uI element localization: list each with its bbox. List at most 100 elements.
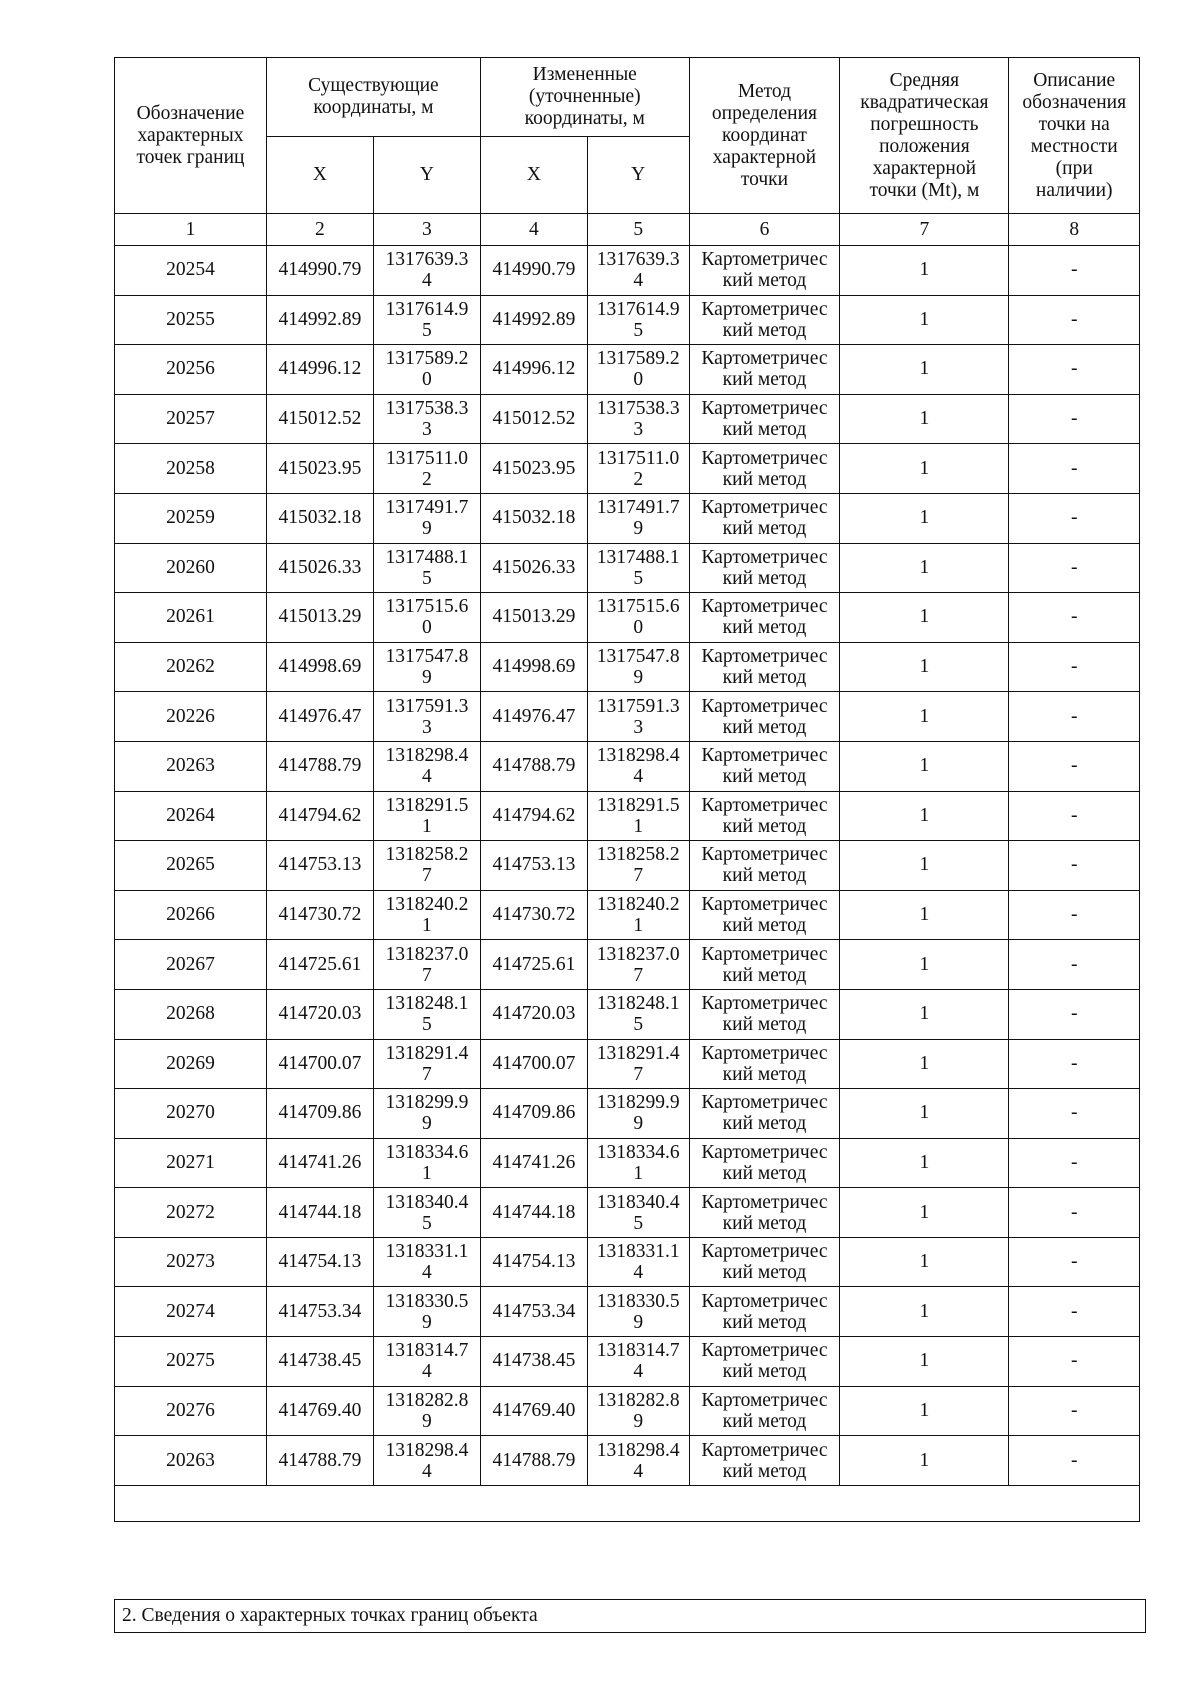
cell-description: - (1008, 1088, 1140, 1139)
cell-mean-error: 1 (839, 1187, 1010, 1238)
cell-method: Картометричес кий метод (688, 492, 841, 544)
cell-description: - (1008, 641, 1140, 693)
cell-existing-x: 415026.33 (265, 542, 374, 594)
cell-changed-x: 415023.95 (479, 443, 588, 494)
table-row: 20268 414720.03 1318248.1 5 414720.03 131824… (114, 988, 1140, 1040)
cell-description: - (1008, 294, 1140, 346)
cell-method: Картометричес кий метод (688, 641, 841, 693)
cell-point-id: 20265 (114, 840, 267, 891)
cell-changed-y: 1318248.1 5 (586, 988, 690, 1040)
table-row: 20265 414753.13 1318258.2 7 414753.13 131825… (114, 840, 1140, 891)
cell-mean-error: 1 (839, 1038, 1010, 1090)
cell-mean-error: 1 (839, 889, 1010, 941)
cell-method: Картометричес кий метод (688, 1038, 841, 1090)
header-mean-error: Средняя квадратическая погрешность полож… (839, 57, 1010, 214)
table-row: 20254 414990.79 1317639.3 4 414990.79 131763… (114, 245, 1140, 296)
cell-existing-x: 414788.79 (265, 1435, 374, 1486)
cell-description: - (1008, 393, 1140, 445)
header-changed-x: X (479, 136, 588, 214)
cell-changed-x: 414709.86 (479, 1088, 588, 1139)
cell-method: Картометричес кий метод (688, 1137, 841, 1189)
header-existing-x: X (265, 136, 374, 214)
cell-changed-y: 1318298.4 4 (586, 1435, 690, 1486)
cell-description: - (1008, 988, 1140, 1040)
cell-changed-x: 414788.79 (479, 1435, 588, 1486)
boundary-points-table: Обозначение характерных точек границ Сущ… (114, 57, 1140, 1522)
cell-existing-x: 414976.47 (265, 691, 374, 742)
cell-mean-error: 1 (839, 840, 1010, 891)
cell-point-id: 20271 (114, 1137, 267, 1189)
cell-mean-error: 1 (839, 939, 1010, 990)
cell-existing-y: 1318248.1 5 (372, 988, 481, 1040)
table-row: 20257 415012.52 1317538.3 3 415012.52 131753… (114, 393, 1140, 445)
cell-existing-y: 1317515.6 0 (372, 592, 481, 643)
empty-row (114, 1484, 1140, 1522)
cell-changed-y: 1318299.9 9 (586, 1088, 690, 1139)
cell-changed-y: 1318291.5 1 (586, 790, 690, 842)
cell-method: Картометричес кий метод (688, 1187, 841, 1238)
cell-mean-error: 1 (839, 1137, 1010, 1189)
cell-changed-x: 414725.61 (479, 939, 588, 990)
header-point-designation: Обозначение характерных точек границ (114, 57, 267, 214)
cell-changed-y: 1317591.3 3 (586, 691, 690, 742)
table-row: 20260 415026.33 1317488.1 5 415026.33 131748… (114, 542, 1140, 594)
cell-changed-x: 414753.13 (479, 840, 588, 891)
cell-method: Картометричес кий метод (688, 1236, 841, 1288)
cell-existing-x: 414753.13 (265, 840, 374, 891)
cell-changed-x: 414990.79 (479, 245, 588, 296)
cell-existing-y: 1318291.5 1 (372, 790, 481, 842)
cell-method: Картометричес кий метод (688, 790, 841, 842)
cell-mean-error: 1 (839, 393, 1010, 445)
cell-point-id: 20255 (114, 294, 267, 346)
cell-changed-y: 1317511.0 2 (586, 443, 690, 494)
cell-mean-error: 1 (839, 740, 1010, 792)
cell-existing-x: 414992.89 (265, 294, 374, 346)
cell-existing-y: 1318334.6 1 (372, 1137, 481, 1189)
cell-changed-y: 1317639.3 4 (586, 245, 690, 296)
table-row: 20259 415032.18 1317491.7 9 415032.18 131749… (114, 492, 1140, 544)
header-existing-coordinates: Существующие координаты, м (265, 57, 481, 137)
cell-point-id: 20276 (114, 1385, 267, 1437)
cell-changed-y: 1318240.2 1 (586, 889, 690, 941)
cell-changed-y: 1317515.6 0 (586, 592, 690, 643)
table-row: 20273 414754.13 1318331.1 4 414754.13 131833… (114, 1236, 1140, 1288)
cell-existing-x: 415023.95 (265, 443, 374, 494)
table-row: 20262 414998.69 1317547.8 9 414998.69 131754… (114, 641, 1140, 693)
cell-mean-error: 1 (839, 1286, 1010, 1338)
cell-description: - (1008, 1385, 1140, 1437)
cell-existing-x: 414754.13 (265, 1236, 374, 1288)
cell-changed-y: 1317538.3 3 (586, 393, 690, 445)
cell-point-id: 20260 (114, 542, 267, 594)
cell-mean-error: 1 (839, 1088, 1010, 1139)
cell-description: - (1008, 542, 1140, 594)
cell-point-id: 20262 (114, 641, 267, 693)
cell-point-id: 20254 (114, 245, 267, 296)
cell-changed-y: 1318237.0 7 (586, 939, 690, 990)
cell-description: - (1008, 889, 1140, 941)
cell-description: - (1008, 740, 1140, 792)
cell-changed-x: 415012.52 (479, 393, 588, 445)
cell-method: Картометричес кий метод (688, 1435, 841, 1486)
cell-mean-error: 1 (839, 592, 1010, 643)
cell-method: Картометричес кий метод (688, 592, 841, 643)
cell-changed-x: 414769.40 (479, 1385, 588, 1437)
cell-existing-y: 1318237.0 7 (372, 939, 481, 990)
cell-mean-error: 1 (839, 1236, 1010, 1288)
cell-point-id: 20263 (114, 1435, 267, 1486)
cell-method: Картометричес кий метод (688, 294, 841, 346)
cell-point-id: 20226 (114, 691, 267, 742)
cell-point-id: 20275 (114, 1336, 267, 1387)
cell-changed-y: 1317491.7 9 (586, 492, 690, 544)
table-row: 20263 414788.79 1318298.4 4 414788.79 131829… (114, 740, 1140, 792)
cell-description: - (1008, 245, 1140, 296)
cell-description: - (1008, 1137, 1140, 1189)
cell-changed-x: 414976.47 (479, 691, 588, 742)
cell-changed-x: 415026.33 (479, 542, 588, 594)
cell-existing-x: 415013.29 (265, 592, 374, 643)
cell-method: Картометричес кий метод (688, 988, 841, 1040)
cell-method: Картометричес кий метод (688, 1385, 841, 1437)
cell-existing-x: 414738.45 (265, 1336, 374, 1387)
cell-existing-y: 1317511.0 2 (372, 443, 481, 494)
header-row: Обозначение характерных точек границ Сущ… (114, 57, 1140, 214)
header-changed-coordinates: Измененные (уточненные) координаты, м (479, 57, 690, 137)
